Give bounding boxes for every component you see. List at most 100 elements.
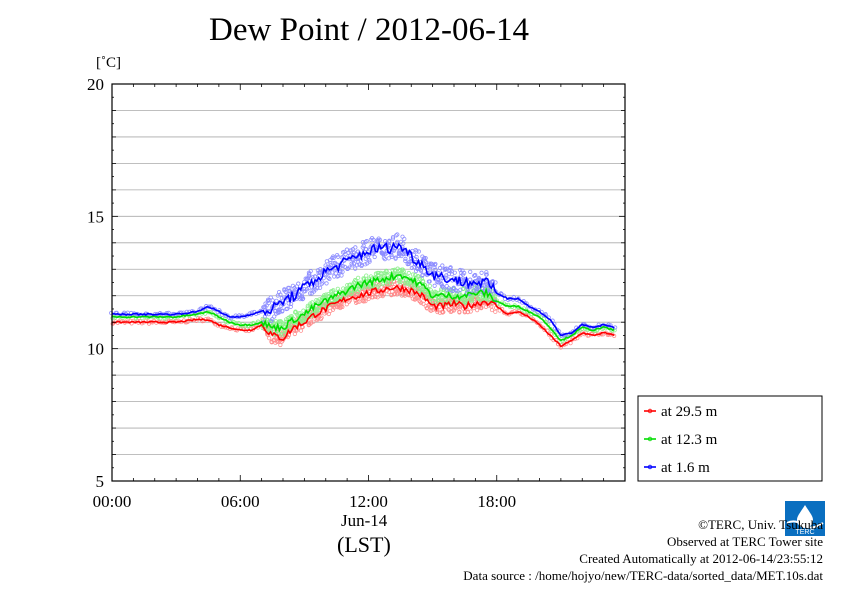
source-text: Data source : /home/hojyo/new/TERC-data/… — [463, 568, 823, 583]
data-point — [276, 319, 281, 324]
data-point — [109, 310, 114, 316]
data-point — [386, 256, 391, 261]
data-point — [278, 342, 283, 348]
data-point — [267, 336, 272, 341]
data-point — [320, 280, 325, 285]
data-point — [457, 309, 462, 314]
data-point — [274, 298, 279, 303]
data-point — [361, 276, 366, 281]
y-tick-label: 5 — [96, 472, 105, 491]
data-point — [364, 247, 369, 252]
data-point — [327, 276, 332, 281]
data-point — [393, 255, 398, 260]
data-point — [484, 272, 489, 277]
data-point — [324, 259, 329, 264]
data-point — [353, 245, 358, 250]
data-point — [410, 272, 416, 277]
created-text: Created Automatically at 2012-06-14/23:5… — [579, 551, 823, 566]
data-point — [364, 273, 369, 278]
data-point — [284, 306, 289, 312]
data-point — [177, 310, 182, 315]
data-point — [298, 328, 304, 333]
data-point — [308, 291, 313, 296]
data-point — [380, 281, 385, 287]
data-point — [493, 280, 498, 285]
data-point — [278, 332, 284, 337]
data-point — [394, 292, 400, 297]
data-point — [397, 279, 402, 285]
data-point — [367, 257, 372, 263]
data-point — [381, 255, 386, 261]
data-point — [423, 255, 428, 261]
data-point — [452, 270, 457, 275]
data-point — [381, 273, 387, 279]
data-point — [389, 252, 394, 258]
data-point — [342, 264, 348, 269]
data-point — [356, 287, 361, 292]
legend-marker — [647, 436, 653, 442]
data-point — [319, 315, 324, 320]
data-point — [437, 265, 443, 271]
legend-label: at 1.6 m — [661, 460, 710, 476]
data-point — [432, 262, 437, 267]
data-point — [299, 294, 305, 300]
data-point — [308, 321, 313, 326]
data-point — [419, 268, 424, 274]
data-point — [395, 232, 400, 237]
data-point — [468, 269, 473, 274]
data-point — [289, 301, 294, 307]
data-point — [286, 301, 291, 306]
data-point — [478, 292, 484, 297]
data-point — [327, 270, 332, 276]
data-point — [465, 309, 471, 315]
data-point — [401, 251, 406, 257]
data-point — [413, 296, 418, 302]
data-point — [414, 254, 419, 260]
data-point — [292, 331, 297, 337]
data-point — [489, 304, 494, 309]
data-point — [310, 275, 315, 280]
data-point — [311, 319, 316, 324]
data-point — [416, 249, 421, 254]
data-point — [362, 285, 367, 290]
y-tick-label: 10 — [87, 340, 104, 359]
data-point — [363, 299, 368, 304]
data-point — [406, 261, 412, 267]
data-point — [516, 305, 522, 310]
data-point — [339, 273, 344, 278]
data-point — [282, 288, 287, 293]
data-point — [415, 273, 421, 279]
data-point — [479, 270, 484, 275]
data-point — [430, 299, 435, 304]
data-point — [378, 293, 383, 298]
data-point — [403, 256, 408, 261]
data-point — [324, 281, 329, 286]
data-point — [354, 278, 359, 283]
data-point — [403, 258, 408, 263]
legend: at 29.5 m at 12.3 m at 1.6 m — [637, 395, 823, 482]
data-point — [264, 303, 269, 308]
data-point — [349, 291, 354, 297]
data-point — [308, 269, 313, 274]
data-point — [280, 308, 285, 313]
data-point — [301, 317, 306, 322]
x-tick-label: 18:00 — [477, 492, 516, 511]
axis-ticks: 5 10 15 20 00:00 06:00 12:00 18:00 — [87, 75, 626, 511]
data-point — [347, 282, 353, 287]
data-point — [427, 265, 432, 270]
data-point — [326, 275, 331, 280]
data-point — [402, 236, 407, 242]
data-point — [371, 237, 376, 242]
data-point — [273, 308, 278, 313]
data-point — [367, 259, 372, 264]
data-point — [330, 289, 335, 294]
data-point — [335, 274, 340, 279]
data-point — [489, 307, 495, 313]
data-point — [479, 305, 484, 310]
data-point — [440, 263, 445, 268]
series-line — [111, 241, 615, 337]
data-point — [376, 238, 381, 243]
series-lines — [111, 241, 615, 348]
data-point — [409, 265, 414, 271]
